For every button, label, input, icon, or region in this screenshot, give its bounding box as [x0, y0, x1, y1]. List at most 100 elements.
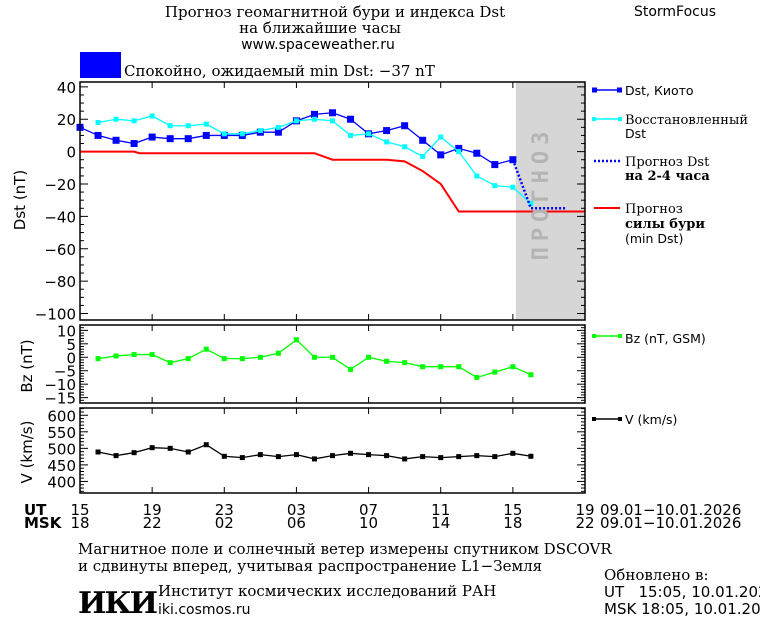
y-tick-label: 450 — [47, 457, 76, 475]
y-tick-label: 500 — [47, 440, 76, 458]
data-point — [456, 364, 462, 370]
updated-msk: MSK 18:05, 10.01.2026 — [604, 600, 760, 618]
ut-tick-label: 19 — [143, 501, 162, 519]
data-point — [329, 109, 336, 117]
data-point — [203, 442, 209, 448]
data-point — [149, 352, 155, 358]
legend-label: Bz (nT, GSM) — [625, 331, 706, 346]
data-point — [203, 346, 209, 352]
data-point — [455, 144, 463, 152]
ut-tick-label: 03 — [287, 501, 306, 519]
data-point — [492, 369, 498, 375]
data-point — [528, 372, 534, 378]
y-tick-label: 0 — [66, 349, 76, 367]
data-point — [384, 453, 390, 459]
msk-tick-label: 22 — [575, 514, 594, 532]
legend-marker — [592, 87, 597, 93]
y-tick-label: 10 — [57, 322, 76, 340]
y-tick-label: −60 — [44, 241, 76, 259]
panel-frame — [79, 324, 586, 404]
legend-label: Прогноз — [625, 202, 683, 217]
data-point — [293, 452, 299, 458]
data-point — [257, 128, 263, 134]
updated-ut: UT 15:05, 10.01.2026 — [604, 583, 760, 601]
data-point — [348, 450, 354, 456]
legend-label: Восстановленный — [625, 113, 748, 128]
msk-tick-label: 22 — [143, 514, 162, 532]
dst-axis-label: Dst (nT) — [11, 170, 29, 230]
institute-site-link[interactable]: iki.cosmos.ru — [158, 602, 250, 618]
y-tick-label: −10 — [44, 376, 76, 394]
data-point — [239, 131, 245, 137]
ut-tick-label: 15 — [70, 501, 89, 519]
data-point — [221, 356, 227, 362]
chart-title: Прогноз геомагнитной бури и индекса Dst — [165, 3, 505, 21]
data-point — [166, 135, 174, 143]
data-point — [293, 337, 299, 343]
data-point — [311, 456, 317, 462]
data-point — [113, 353, 119, 359]
legend-marker — [618, 117, 622, 121]
data-point — [113, 116, 119, 122]
data-point — [149, 445, 155, 451]
data-point — [366, 131, 372, 137]
ut-label: UT — [24, 501, 47, 519]
chart-subtitle: на ближайшие часы — [239, 19, 401, 37]
ut-date-range: 09.01−10.01.2026 — [600, 501, 741, 519]
legend-label: V (km/s) — [625, 412, 677, 427]
ut-tick-label: 15 — [503, 501, 522, 519]
data-point — [492, 454, 498, 460]
data-point — [330, 354, 335, 360]
y-tick-label: 550 — [47, 424, 76, 442]
data-point — [113, 453, 119, 459]
data-point — [131, 118, 137, 124]
data-point — [528, 453, 534, 459]
legend-bz: Bz (nT, GSM) — [592, 331, 706, 346]
legend-marker — [618, 334, 622, 338]
y-tick-label: −20 — [44, 176, 76, 194]
data-point — [94, 131, 102, 139]
website-link[interactable]: www.spaceweather.ru — [241, 37, 395, 53]
legend-marker — [618, 417, 622, 421]
data-point — [510, 184, 516, 190]
legend-label: Dst, Киото — [625, 83, 694, 98]
data-point — [474, 374, 480, 380]
institute-name: Институт космических исследований РАН — [158, 582, 496, 600]
series-line — [511, 159, 567, 210]
data-point — [131, 352, 137, 358]
data-point — [456, 454, 462, 460]
data-point — [311, 354, 317, 360]
data-point — [401, 122, 409, 130]
data-point — [510, 450, 516, 456]
msk-label: MSK — [24, 514, 63, 532]
data-point — [167, 123, 173, 129]
legend-marker — [592, 334, 596, 338]
data-point — [438, 455, 444, 461]
msk-tick-label: 18 — [503, 514, 522, 532]
data-point — [131, 450, 137, 456]
ut-tick-label: 11 — [431, 501, 450, 519]
data-point — [167, 445, 173, 451]
y-tick-label: 40 — [57, 79, 76, 97]
data-point — [419, 136, 427, 144]
y-tick-label: 5 — [66, 336, 76, 354]
data-point — [221, 131, 227, 137]
legend-label: (min Dst) — [625, 231, 683, 246]
data-point — [384, 358, 390, 364]
y-tick-label: −100 — [35, 306, 76, 324]
data-point — [402, 456, 408, 462]
data-point — [330, 453, 335, 459]
data-point — [149, 113, 155, 119]
data-point — [347, 115, 355, 123]
data-point — [420, 364, 426, 370]
msk-date-range: 09.01−10.01.2026 — [600, 514, 741, 532]
y-tick-label: 600 — [47, 407, 76, 425]
legend-label: Прогноз Dst — [625, 155, 710, 170]
data-point — [311, 116, 317, 122]
data-point — [491, 161, 499, 169]
data-point — [293, 118, 299, 124]
data-point — [275, 454, 281, 460]
data-point — [438, 134, 444, 140]
legend-marker — [592, 417, 596, 421]
